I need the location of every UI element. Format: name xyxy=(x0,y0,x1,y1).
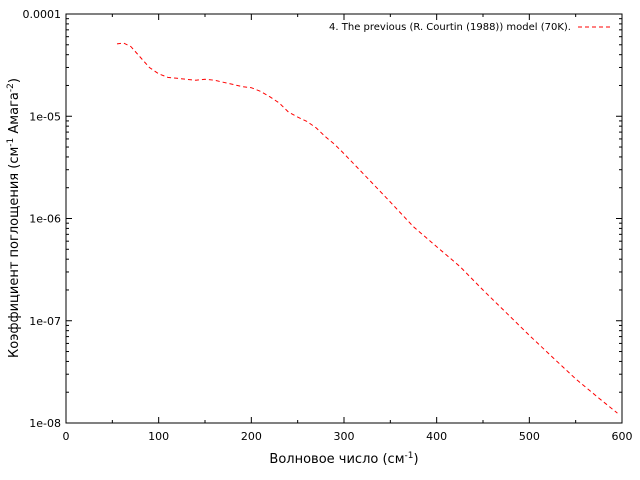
x-tick-label: 200 xyxy=(241,430,262,443)
legend-label: 4. The previous (R. Courtin (1988)) mode… xyxy=(329,22,571,33)
y-axis-title-base: Коэффициент поглощения (см xyxy=(7,147,22,358)
legend: 4. The previous (R. Courtin (1988)) mode… xyxy=(329,22,611,33)
y-tick-label: 1e-08 xyxy=(29,417,61,430)
x-tick-label: 400 xyxy=(426,430,447,443)
y-axis-title-mid: Амага xyxy=(7,92,22,138)
y-tick-label: 1e-07 xyxy=(29,315,61,328)
x-tick-label: 500 xyxy=(519,430,540,443)
y-tick-label: 1e-06 xyxy=(29,213,61,226)
y-axis-title: Коэффициент поглощения (см-1 Амага-2) xyxy=(6,78,22,358)
x-tick-label: 100 xyxy=(148,430,169,443)
series-line xyxy=(116,42,618,414)
y-axis-title-sup2: -2 xyxy=(6,83,16,92)
x-axis-title: Волновое число (см-1) xyxy=(269,451,418,467)
tick-layer: 0 100 200 300 400 500 600 1e-08 1e-07 1e-06 1e-05 0… xyxy=(23,8,633,443)
y-tick-label: 0.0001 xyxy=(23,8,62,21)
x-axis-title-base: Волновое число (см xyxy=(269,452,404,467)
x-tick-label: 600 xyxy=(612,430,633,443)
y-tick-label: 1e-05 xyxy=(29,110,61,123)
x-axis-title-tail: ) xyxy=(413,452,418,467)
x-tick-label: 0 xyxy=(63,430,70,443)
plot-area xyxy=(65,13,623,424)
series-layer xyxy=(116,42,618,414)
y-axis-title-tail: ) xyxy=(7,78,22,83)
x-tick-label: 300 xyxy=(334,430,355,443)
y-axis-title-sup1: -1 xyxy=(6,138,16,147)
x-axis-title-sup: -1 xyxy=(405,451,414,461)
